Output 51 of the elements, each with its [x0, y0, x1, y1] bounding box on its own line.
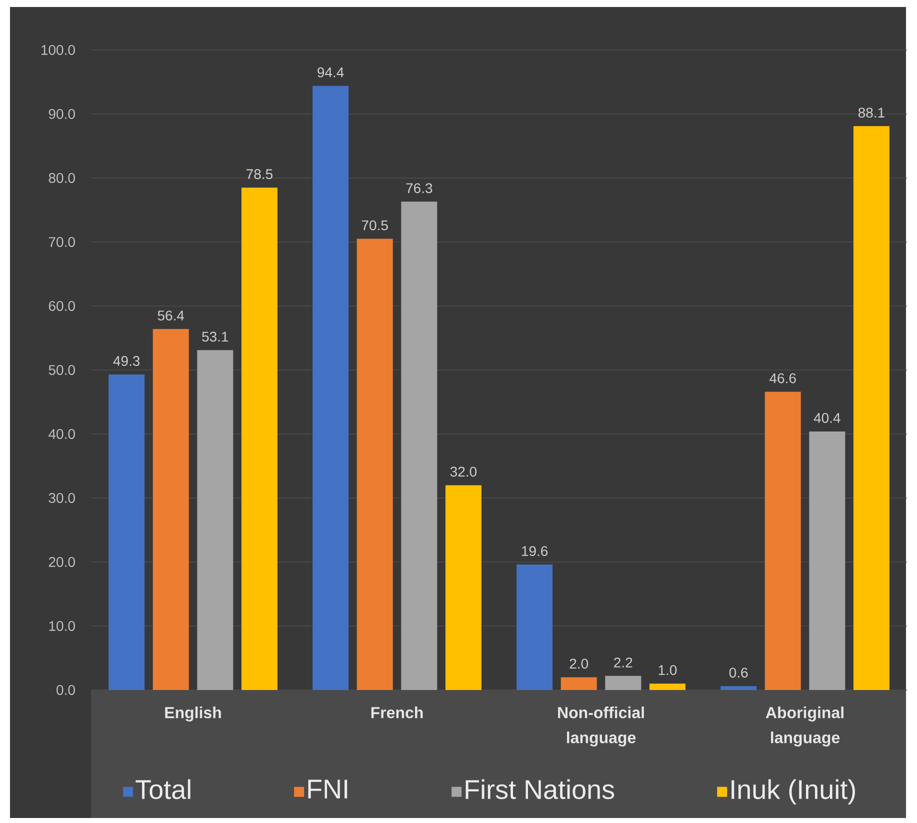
y-tick-label: 10.0 [49, 621, 75, 631]
y-tick-label: 80.0 [48, 173, 75, 183]
bar [401, 202, 438, 690]
data-label: 46.6 [770, 373, 796, 384]
bar [764, 392, 801, 690]
data-label: 2.0 [570, 658, 588, 669]
y-tick-label: 40.0 [48, 429, 75, 439]
bar [152, 329, 189, 690]
bar [108, 374, 145, 690]
y-tick-label: 90.0 [48, 109, 75, 119]
y-tick-label: 30.0 [48, 493, 75, 503]
data-label: 78.5 [246, 169, 272, 180]
data-label: 0.6 [729, 668, 748, 678]
bar [241, 188, 278, 690]
legend-label: Total [136, 779, 190, 800]
bar [312, 86, 349, 690]
bar [516, 564, 553, 690]
y-tick-label: 50.0 [48, 365, 75, 375]
data-label: 49.3 [113, 356, 140, 366]
legend-label: Inuk (Inuit) [732, 779, 855, 804]
y-tick-label: 60.0 [48, 301, 75, 311]
bar [720, 686, 757, 690]
bar [853, 126, 890, 690]
bar [809, 431, 846, 690]
bar [197, 350, 234, 690]
data-label: 40.4 [814, 412, 840, 423]
y-tick-label: 20.0 [48, 557, 75, 567]
x-tick-label: English [165, 706, 221, 722]
y-tick-label: 70.0 [48, 237, 75, 247]
legend-label: FNI [308, 780, 348, 798]
x-tick-label: Aboriginal language [766, 706, 844, 747]
y-tick-label: 0.0 [56, 685, 75, 695]
data-label: 70.5 [362, 220, 388, 230]
data-label: 32.0 [450, 466, 477, 477]
bar [560, 677, 597, 690]
data-label: 53.1 [202, 332, 228, 342]
data-label: 88.1 [858, 108, 884, 118]
data-label: 94.4 [318, 67, 344, 78]
bar [649, 684, 686, 690]
data-label: 19.6 [522, 546, 548, 556]
x-tick-label: Non-official language [558, 706, 644, 747]
data-label: 2.2 [614, 658, 632, 668]
bar [605, 676, 642, 690]
data-label: 56.4 [158, 310, 184, 321]
y-tick-label: 100.0 [42, 45, 75, 55]
data-label: 76.3 [406, 183, 432, 194]
data-label: 1.0 [658, 665, 677, 676]
x-tick-label: French [371, 706, 423, 718]
legend-label: First Nations [466, 779, 614, 800]
bar [356, 238, 393, 690]
bar [445, 485, 482, 690]
